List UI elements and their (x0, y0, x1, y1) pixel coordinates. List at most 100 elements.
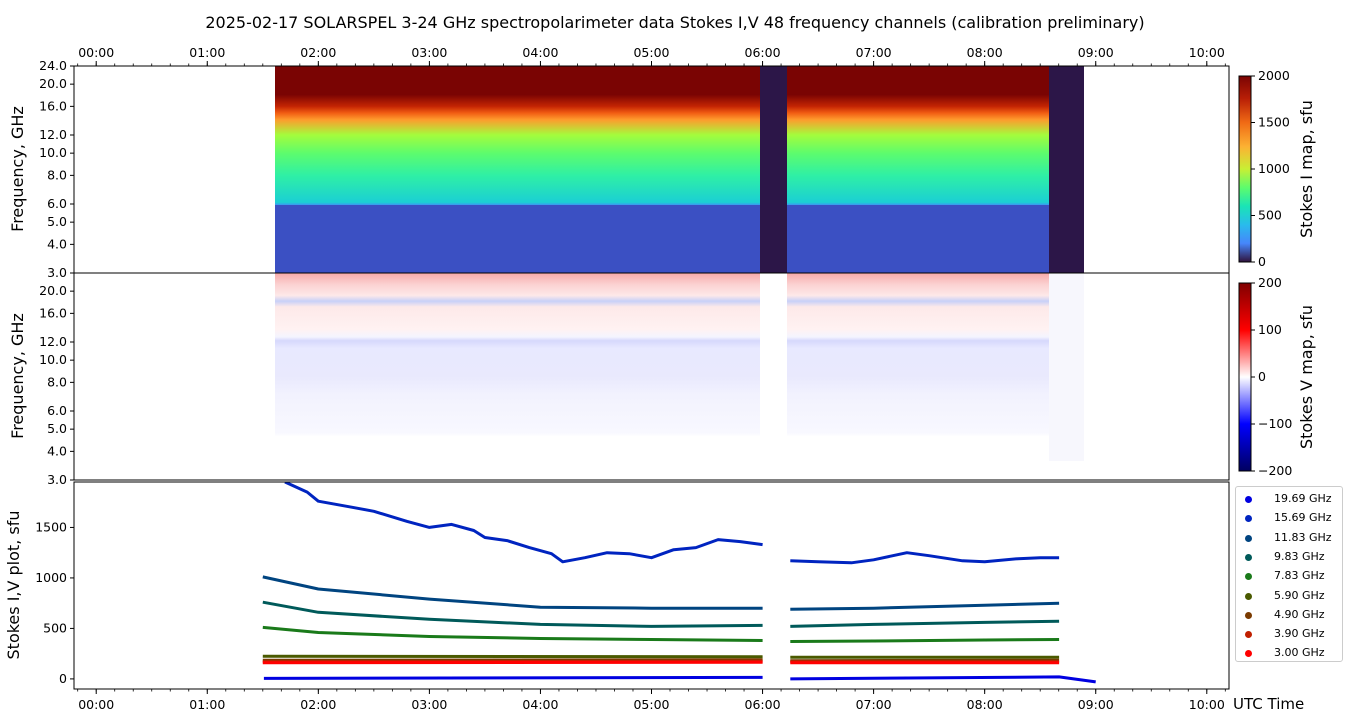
series-line (262, 600, 763, 628)
freq-tick-label: 8.0 (47, 374, 67, 389)
stokes-i-panel: Frequency, GHz 3.0 4.0 5.0 6.0 8.0 10.0 12.0 16… (8, 45, 1230, 280)
time-tick-label: 08:00 (967, 697, 1003, 712)
colorbar-tick-label: 0 (1258, 254, 1266, 269)
legend-label: 3.90 GHz (1274, 627, 1325, 641)
stokes-v-yticks: 3.0 4.0 5.0 6.0 8.0 10.0 12.0 16.0 20.0 (39, 283, 74, 487)
time-tick-label: 02:00 (300, 45, 336, 60)
stokes-v-gap (760, 273, 787, 480)
plot-yticks: 0 500 1000 1500 (35, 519, 74, 686)
legend-label: 19.69 GHz (1274, 492, 1332, 505)
time-tick-label: 05:00 (633, 45, 669, 60)
time-tick-label: 00:00 (78, 45, 114, 60)
series-line (790, 619, 1060, 628)
colorbar-tick-label: 1500 (1258, 115, 1290, 130)
colorbar-tick-label: 500 (1258, 208, 1282, 223)
stokes-i-colorbar-label: Stokes I map, sfu (1297, 100, 1316, 238)
freq-tick-label: 12.0 (39, 127, 67, 142)
colorbar-tick-label: 1000 (1258, 161, 1290, 176)
colorbar-tick-label: −100 (1258, 416, 1292, 431)
series-line (262, 660, 763, 665)
colorbar-tick-label: 100 (1258, 322, 1282, 337)
series-line (262, 575, 763, 610)
legend-marker (1245, 592, 1252, 600)
freq-tick-label: 8.0 (47, 167, 67, 182)
time-tick-label: 03:00 (411, 45, 447, 60)
freq-tick-label: 5.0 (47, 214, 67, 229)
stokes-i-colorbar: 0 500 1000 1500 2000 Stokes I map, sfu (1238, 68, 1316, 269)
freq-tick-label: 10.0 (39, 352, 67, 367)
time-tick-label: 10:00 (1189, 697, 1225, 712)
stokes-i-ylabel: Frequency, GHz (8, 106, 27, 232)
series-line (790, 675, 1096, 684)
colorbar-tick-label: −200 (1258, 463, 1292, 478)
legend-item: 5.90 GHz (1236, 587, 1342, 606)
freq-tick-label: 12.0 (39, 334, 67, 349)
series-line (263, 675, 763, 680)
stokes-v-frame (73, 272, 1230, 481)
time-axis-label: UTC Time (1233, 695, 1304, 713)
series-line (790, 551, 1060, 565)
stokes-v-bottom-band (1049, 273, 1084, 461)
freq-tick-label: 10.0 (39, 145, 67, 160)
stokes-i-top-band (275, 66, 1050, 94)
stokes-v-colorbar-label: Stokes V map, sfu (1297, 305, 1316, 449)
plot-ytick-label: 0 (59, 671, 67, 686)
plot-panel: Stokes I,V plot, sfu 0 500 1000 1500 00:00 0… (4, 481, 1304, 713)
legend-item: 3.90 GHz (1236, 625, 1342, 644)
time-tick-label: 05:00 (633, 697, 669, 712)
time-tick-label: 08:00 (967, 45, 1003, 60)
series-line (790, 601, 1060, 611)
stokes-v-map (275, 273, 1050, 461)
stokes-i-gap-1 (760, 66, 787, 273)
freq-tick-label: 6.0 (47, 403, 67, 418)
time-tick-label: 01:00 (189, 45, 225, 60)
time-tick-label: 09:00 (1078, 697, 1114, 712)
legend-item: 7.83 GHz (1236, 567, 1342, 586)
time-tick-label: 03:00 (411, 697, 447, 712)
series-line (262, 625, 763, 642)
freq-tick-label: 3.0 (47, 472, 67, 487)
bottom-time-axis: 00:00 01:00 02:00 03:00 04:00 05:00 06:00 07:00… (77, 689, 1226, 712)
plot-legend: 19.69 GHz 15.69 GHz 11.83 GHz 9.83 GHz 7.83 … (1235, 486, 1343, 662)
freq-tick-label: 4.0 (47, 443, 67, 458)
time-tick-label: 09:00 (1078, 45, 1114, 60)
freq-tick-label: 16.0 (39, 305, 67, 320)
legend-label: 3.00 GHz (1274, 646, 1325, 660)
freq-tick-label: 24.0 (39, 58, 67, 73)
time-tick-label: 06:00 (745, 45, 781, 60)
freq-tick-label: 4.0 (47, 236, 67, 251)
legend-item: 9.83 GHz (1236, 548, 1342, 567)
time-tick-label: 04:00 (522, 45, 558, 60)
stokes-v-panel: Frequency, GHz 3.0 4.0 5.0 6.0 8.0 10.0 12.0 16… (8, 272, 1230, 487)
time-tick-label: 04:00 (522, 697, 558, 712)
legend-marker (1245, 534, 1252, 542)
time-tick-label: 00:00 (78, 697, 114, 712)
freq-tick-label: 3.0 (47, 265, 67, 280)
legend-item: 3.00 GHz (1236, 644, 1342, 663)
colorbar-tick-label: 2000 (1258, 68, 1290, 83)
plot-ylabel: Stokes I,V plot, sfu (4, 511, 23, 660)
plot-ytick-label: 500 (43, 620, 67, 635)
stokes-i-gap-2 (1049, 66, 1084, 273)
legend-marker (1245, 553, 1252, 561)
plot-ytick-label: 1000 (35, 570, 67, 585)
stokes-i-low-band (275, 205, 1050, 273)
series-line (790, 638, 1060, 643)
colorbar-tick-label: 200 (1258, 275, 1282, 290)
legend-marker (1245, 573, 1252, 581)
legend-label: 15.69 GHz (1274, 511, 1332, 525)
time-tick-label: 10:00 (1189, 45, 1225, 60)
legend-item: 19.69 GHz (1236, 490, 1342, 509)
legend-label: 9.83 GHz (1274, 549, 1325, 563)
legend-label: 7.83 GHz (1274, 569, 1325, 583)
legend-item: 11.83 GHz (1236, 529, 1342, 548)
series-line (262, 654, 763, 659)
legend-marker (1245, 650, 1252, 658)
plot-ytick-label: 1500 (35, 519, 67, 534)
time-tick-label: 07:00 (856, 45, 892, 60)
freq-tick-label: 20.0 (39, 283, 67, 298)
stokes-v-colorbar-bar (1238, 282, 1252, 472)
time-tick-label: 06:00 (745, 697, 781, 712)
top-time-axis: 00:00 01:00 02:00 03:00 04:00 05:00 06:00 07:00… (77, 45, 1226, 66)
